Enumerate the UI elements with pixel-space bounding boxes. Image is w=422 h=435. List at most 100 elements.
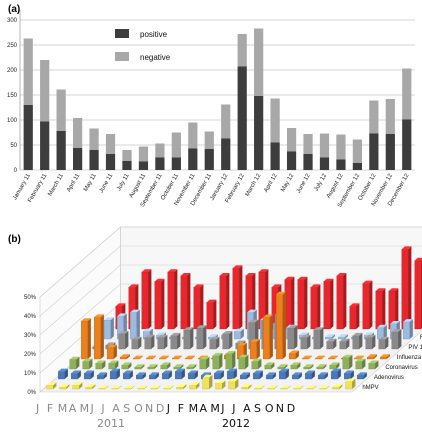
year-label-2012: 2012	[222, 417, 250, 430]
month-label: A	[112, 402, 120, 415]
bar-positive	[402, 119, 412, 170]
series-label: hMPV	[362, 385, 378, 391]
bar3d	[290, 362, 301, 370]
month-label: A	[200, 402, 208, 415]
bar3d	[277, 364, 288, 370]
z-gridline-side	[39, 283, 121, 355]
bar3d	[146, 355, 156, 360]
bar3d	[46, 382, 57, 390]
y-tick-label: 0	[14, 168, 18, 174]
bar3d	[234, 328, 244, 340]
bar-positive	[237, 66, 247, 170]
month-label: S	[123, 402, 130, 415]
bar-negative	[56, 89, 66, 131]
bar3d	[149, 372, 159, 380]
bar3d	[111, 385, 122, 390]
bar3d	[344, 370, 354, 380]
bar3d	[176, 384, 187, 390]
legend-negative-swatch	[115, 52, 129, 61]
bar3d	[173, 364, 184, 370]
bar-positive	[155, 157, 165, 170]
bar-negative	[171, 132, 181, 158]
bar-negative	[40, 60, 50, 122]
month-label: A	[243, 402, 251, 415]
month-label: F	[47, 402, 53, 415]
legend-positive-label: positive	[140, 30, 168, 39]
bar3d	[159, 355, 169, 360]
chart-a-bars	[23, 28, 412, 170]
bar-positive	[221, 138, 231, 170]
series-label: Influenza	[397, 355, 422, 361]
bar3d	[196, 325, 207, 350]
bar-positive	[270, 142, 280, 170]
bar3d	[186, 364, 197, 370]
bar3d	[302, 355, 312, 360]
bar3d	[214, 370, 224, 380]
bar3d	[310, 284, 321, 330]
bar3d	[250, 339, 260, 360]
bar-negative	[385, 99, 395, 134]
bar3d	[414, 257, 422, 330]
bar3d	[365, 334, 376, 350]
bar3d	[280, 385, 291, 390]
bar-positive	[40, 121, 50, 170]
bar-negative	[303, 134, 313, 154]
bar3d	[167, 269, 178, 330]
bar-positive	[286, 151, 297, 170]
bar3d	[124, 385, 135, 390]
z-gridline-side	[39, 264, 121, 336]
bar3d	[118, 331, 129, 350]
x-tick-label: June 11	[99, 172, 115, 194]
bar3d	[157, 334, 168, 350]
bar3d	[306, 385, 317, 390]
chart-a: (a) 0 50 100 150 200 250 300 January 11Februar…	[7, 4, 415, 209]
bar-positive	[303, 154, 313, 170]
bar3d	[367, 354, 377, 360]
bar3d	[388, 288, 399, 330]
month-label: F	[178, 402, 184, 415]
z-gridline-side	[39, 245, 121, 317]
bar3d	[349, 303, 360, 330]
bar3d	[175, 368, 185, 380]
bar3d	[305, 370, 315, 380]
bar3d	[98, 385, 109, 390]
bar3d	[266, 372, 276, 380]
bar-positive	[336, 159, 346, 170]
chart-a-y-ticks: 0 50 100 150 200 250 300	[7, 18, 18, 174]
x-tick-label: March 11	[47, 172, 65, 197]
bar3d	[267, 385, 278, 390]
bar3d	[238, 354, 249, 370]
bar3d	[323, 278, 334, 330]
bar3d	[326, 338, 337, 350]
bar3d	[232, 265, 243, 330]
bar-negative	[369, 100, 379, 134]
bar3d	[162, 370, 172, 380]
bar3d	[331, 368, 341, 380]
bar3d	[130, 309, 140, 340]
chart-b: (b) 0% 10% 20% 30% 40% 50% hMPV Adenovirus Coro…	[8, 226, 422, 430]
bar3d	[193, 284, 204, 330]
bar3d	[133, 355, 143, 360]
month-label: M	[210, 402, 220, 415]
bar3d	[325, 334, 335, 340]
bar-positive	[385, 134, 395, 170]
bar-negative	[336, 134, 346, 160]
series-label: Adenovirus	[374, 375, 404, 381]
bar3d	[332, 384, 343, 390]
legend-positive-swatch	[115, 29, 129, 38]
bar3d	[95, 360, 106, 370]
bar-negative	[89, 128, 99, 150]
bar3d	[59, 384, 70, 390]
month-label: O	[265, 402, 274, 415]
bar-positive	[171, 157, 181, 170]
x-tick-label: June 12	[296, 172, 312, 194]
bar-negative	[188, 122, 198, 149]
month-label: S	[254, 402, 261, 415]
bar3d	[292, 372, 302, 380]
bar-negative	[352, 139, 363, 163]
bar-negative	[204, 131, 214, 149]
month-label: A	[69, 402, 77, 415]
bar-negative	[155, 143, 165, 158]
bar3d	[368, 360, 379, 370]
